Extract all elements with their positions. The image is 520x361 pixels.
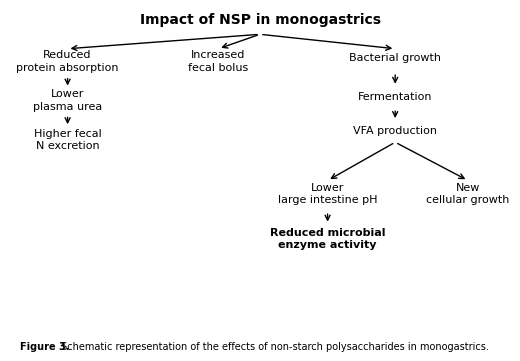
Text: New
cellular growth: New cellular growth xyxy=(426,183,510,205)
Text: Schematic representation of the effects of non-starch polysaccharides in monogas: Schematic representation of the effects … xyxy=(58,342,489,352)
Text: Bacterial growth: Bacterial growth xyxy=(349,53,441,64)
Text: Higher fecal
N excretion: Higher fecal N excretion xyxy=(34,129,101,151)
Text: Lower
large intestine pH: Lower large intestine pH xyxy=(278,183,378,205)
Text: Increased
fecal bolus: Increased fecal bolus xyxy=(188,50,249,73)
Text: Figure 3.: Figure 3. xyxy=(20,342,69,352)
Text: Reduced
protein absorption: Reduced protein absorption xyxy=(16,50,119,73)
Text: Impact of NSP in monogastrics: Impact of NSP in monogastrics xyxy=(139,13,381,27)
Text: VFA production: VFA production xyxy=(353,126,437,136)
Text: Lower
plasma urea: Lower plasma urea xyxy=(33,89,102,112)
Text: Reduced microbial
enzyme activity: Reduced microbial enzyme activity xyxy=(270,228,385,250)
Text: Fermentation: Fermentation xyxy=(358,92,433,102)
